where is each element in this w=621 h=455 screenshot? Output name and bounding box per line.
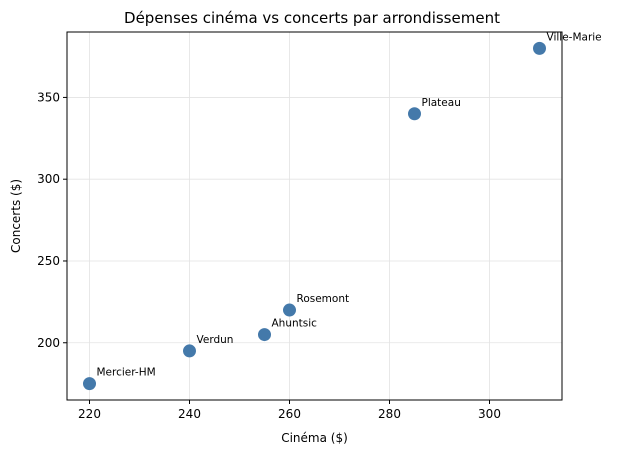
data-point [408, 107, 421, 121]
data-point [283, 303, 296, 317]
data-point [533, 41, 546, 55]
chart-title: Dépenses cinéma vs concerts par arrondis… [124, 9, 500, 27]
plot-area-frame [66, 31, 563, 401]
x-tick-label: 220 [78, 407, 101, 421]
x-tick-label: 240 [178, 407, 201, 421]
data-point [258, 328, 271, 342]
y-axis-label: Concerts ($) [9, 179, 23, 253]
point-label: Mercier-HM [97, 367, 156, 379]
point-label: Ahuntsic [272, 318, 318, 330]
data-points: Mercier-HM Verdun Ahuntsic Rosemont Plateau V… [83, 31, 602, 391]
point-label: Verdun [197, 334, 234, 346]
x-tick-label: 280 [378, 407, 401, 421]
point-label: Plateau [422, 97, 461, 109]
data-point [183, 344, 196, 358]
y-tick-label: 300 [37, 172, 60, 186]
y-tick-label: 350 [37, 90, 60, 104]
x-tick-label: 300 [478, 407, 501, 421]
data-point [83, 377, 96, 391]
x-axis-label: Cinéma ($) [281, 431, 348, 445]
y-tick-label: 200 [37, 336, 60, 350]
x-tick-label: 260 [278, 407, 301, 421]
point-label: Rosemont [297, 293, 350, 305]
point-label: Ville-Marie [547, 31, 602, 43]
grid [67, 32, 562, 400]
axis-ticks: 220 240 260 280 300 200 250 300 350 [37, 90, 501, 421]
y-tick-label: 250 [37, 254, 60, 268]
